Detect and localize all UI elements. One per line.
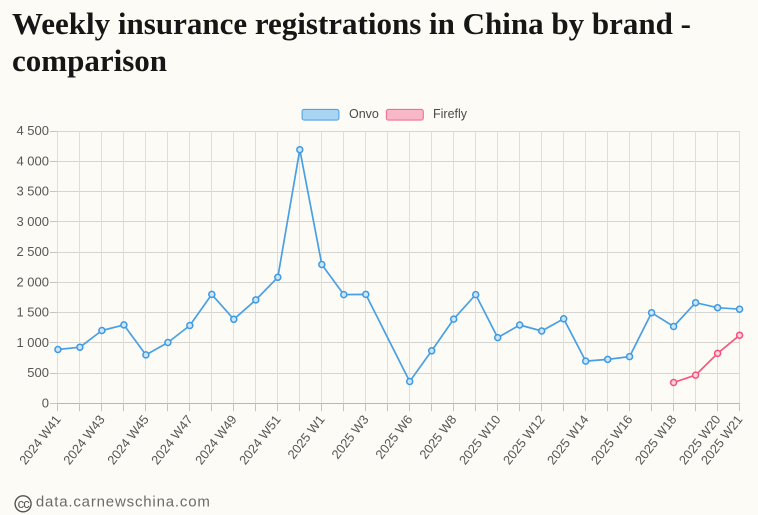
svg-text:1 500: 1 500 <box>16 305 49 320</box>
svg-text:1 000: 1 000 <box>16 335 49 350</box>
svg-text:Weekly insurance registrations: Weekly insurance registrations in China … <box>12 6 691 41</box>
svg-text:2 500: 2 500 <box>16 244 49 259</box>
svg-text:4 000: 4 000 <box>16 153 49 168</box>
svg-text:3 500: 3 500 <box>16 184 49 199</box>
svg-text:Onvo: Onvo <box>349 107 379 121</box>
svg-text:4 500: 4 500 <box>16 123 49 138</box>
svg-text:500: 500 <box>27 365 49 380</box>
svg-text:Firefly: Firefly <box>433 107 468 121</box>
svg-text:data.carnewschina.com: data.carnewschina.com <box>36 494 211 511</box>
svg-text:3 000: 3 000 <box>16 214 49 229</box>
svg-text:2 000: 2 000 <box>16 274 49 289</box>
svg-text:cc: cc <box>18 496 31 511</box>
svg-text:comparison: comparison <box>12 43 167 78</box>
svg-text:0: 0 <box>42 395 49 410</box>
